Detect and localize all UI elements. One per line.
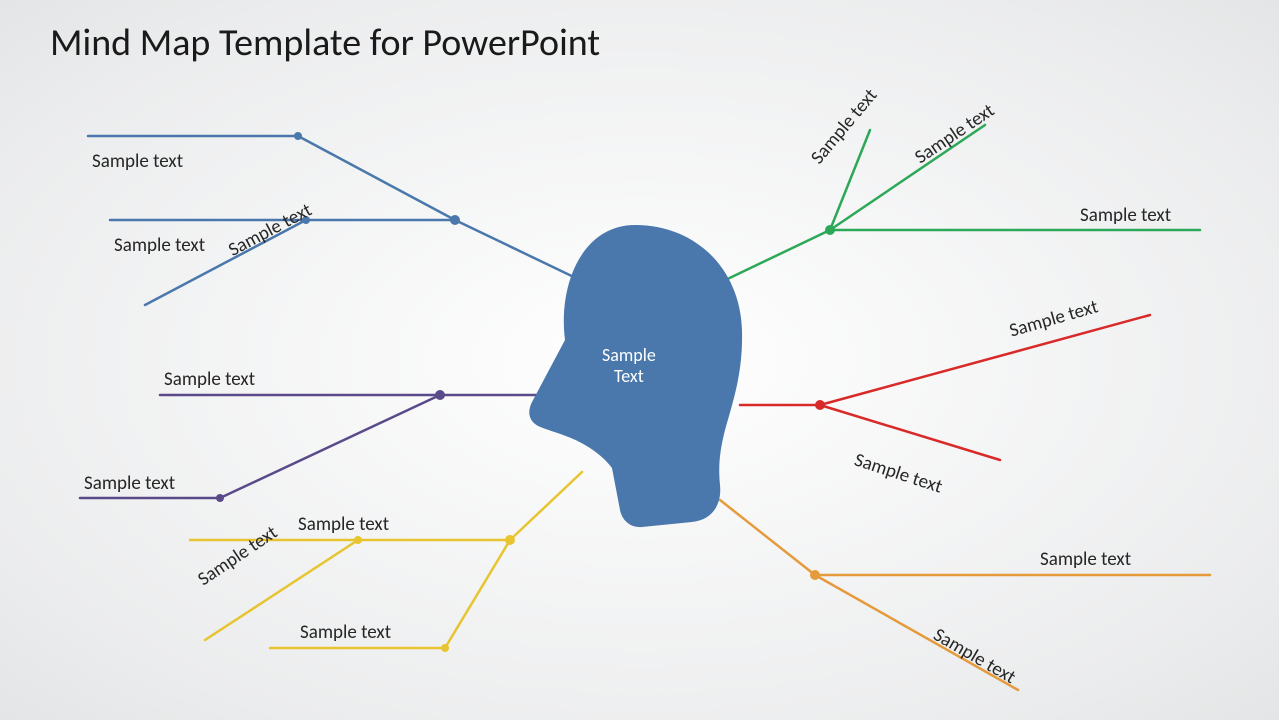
branch-node-yellow [441,644,449,652]
branch-node-red [815,400,825,410]
head-center-label: SampleText [602,345,656,386]
branch-label-purple: Sample text [164,368,255,391]
branch-label-orange: Sample text [1040,548,1131,571]
branch-node-purple [435,390,445,400]
branch-node-blue [450,215,460,225]
branch-node-green [825,225,835,235]
branch-line-red [740,315,1150,405]
branch-line-orange [720,500,1210,575]
branch-label-yellow: Sample text [300,621,391,644]
branch-node-yellow [505,535,515,545]
branch-label-green: Sample text [1080,204,1171,227]
branch-label-purple: Sample text [84,472,175,495]
branch-label-blue: Sample text [114,234,205,257]
branch-node-blue [294,132,302,140]
branch-node-purple [216,494,224,502]
branch-label-yellow: Sample text [298,513,389,536]
branch-node-orange [810,570,820,580]
branch-node-yellow [354,536,362,544]
branch-line-red [820,405,1000,460]
branch-label-blue: Sample text [92,150,183,173]
branch-line-green [715,130,870,285]
